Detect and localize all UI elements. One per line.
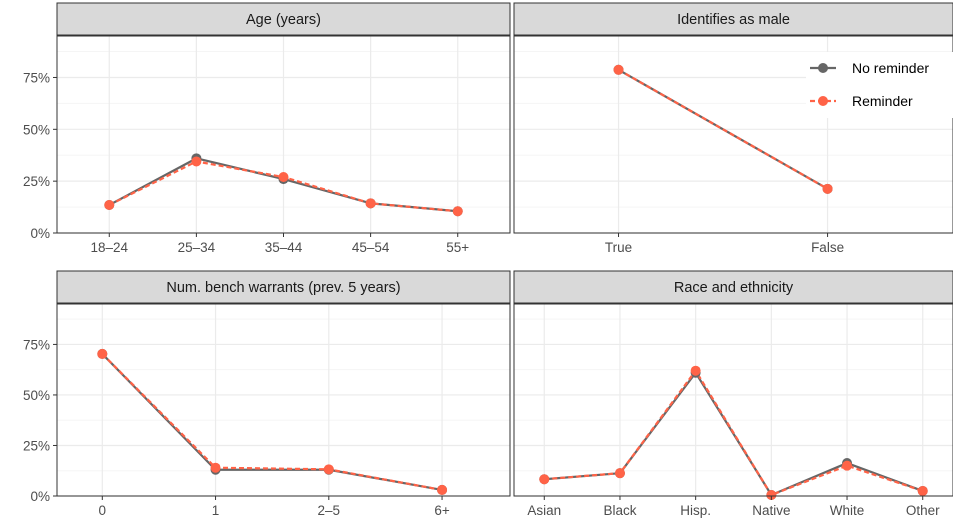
facet-title: Identifies as male bbox=[677, 12, 790, 28]
panel-border bbox=[56, 303, 511, 497]
x-tick-label: 1 bbox=[212, 503, 220, 518]
plot-area bbox=[57, 304, 510, 496]
facet-strip bbox=[56, 270, 511, 304]
data-point-reminder bbox=[365, 198, 376, 209]
x-tick-label: Other bbox=[906, 503, 940, 518]
data-point-reminder bbox=[191, 156, 202, 167]
x-tick-label: 18–24 bbox=[90, 240, 128, 255]
series-line-reminder bbox=[617, 68, 829, 190]
data-point-reminder bbox=[210, 462, 221, 473]
panel-border bbox=[513, 35, 953, 234]
x-tick-label: 55+ bbox=[446, 240, 469, 255]
data-point-reminder bbox=[452, 206, 463, 217]
data-point-reminder bbox=[437, 484, 448, 495]
panel-border bbox=[513, 303, 953, 497]
panel-1: Age (years) 0% 25% 50% 75% 18–24 25–34 35–44 45–… bbox=[23, 2, 511, 255]
data-point-reminder bbox=[278, 172, 289, 183]
x-tick-label: 6+ bbox=[434, 503, 450, 518]
data-point-reminder bbox=[614, 468, 625, 479]
facet-title: Age (years) bbox=[246, 12, 321, 28]
facet-title: Race and ethnicity bbox=[674, 280, 794, 296]
data-point-reminder bbox=[822, 183, 833, 194]
y-tick-label: 0% bbox=[30, 489, 50, 504]
facet-title: Num. bench warrants (prev. 5 years) bbox=[166, 280, 400, 296]
x-tick-label: 25–34 bbox=[178, 240, 216, 255]
plot-area bbox=[514, 304, 953, 496]
facet-strip bbox=[513, 2, 953, 36]
x-tick-label: Native bbox=[752, 503, 790, 518]
x-tick-label: False bbox=[811, 240, 844, 255]
data-point-reminder bbox=[97, 348, 108, 359]
data-point-reminder bbox=[690, 365, 701, 376]
data-point-reminder bbox=[613, 64, 624, 75]
x-tick-label: 45–54 bbox=[352, 240, 390, 255]
y-tick-label: 50% bbox=[23, 388, 50, 403]
x-tick-label: 0 bbox=[99, 503, 107, 518]
data-point-reminder bbox=[842, 460, 853, 471]
y-tick-label: 0% bbox=[30, 226, 50, 241]
y-tick-label: 75% bbox=[23, 70, 50, 85]
legend: No reminder Reminder bbox=[806, 52, 953, 118]
x-tick-label: Black bbox=[603, 503, 636, 518]
x-tick-label: White bbox=[830, 503, 865, 518]
legend-label: No reminder bbox=[852, 60, 929, 76]
data-point-reminder bbox=[539, 474, 550, 485]
y-tick-label: 25% bbox=[23, 438, 50, 453]
panel-3: Num. bench warrants (prev. 5 years) 0% 25%… bbox=[23, 270, 511, 518]
x-tick-label: True bbox=[605, 240, 632, 255]
x-tick-label: Hisp. bbox=[680, 503, 711, 518]
legend-label: Reminder bbox=[852, 93, 913, 109]
legend-background bbox=[806, 52, 953, 118]
series-line-reminder bbox=[544, 369, 924, 497]
y-tick-label: 75% bbox=[23, 337, 50, 352]
facet-strip bbox=[513, 270, 953, 304]
x-tick-label: Asian bbox=[527, 503, 561, 518]
legend-key-point bbox=[818, 63, 828, 73]
data-point-reminder bbox=[323, 464, 334, 475]
panel-2: Identifies as male True False bbox=[513, 2, 953, 255]
facet-strip bbox=[56, 2, 511, 36]
data-point-reminder bbox=[917, 485, 928, 496]
series-line-reminder bbox=[101, 353, 443, 492]
data-point-reminder bbox=[766, 489, 777, 500]
y-tick-label: 50% bbox=[23, 122, 50, 137]
y-tick-label: 25% bbox=[23, 174, 50, 189]
data-point-reminder bbox=[104, 200, 115, 211]
panel-4: Race and ethnicity Asian Black Hisp. Native W… bbox=[513, 270, 953, 518]
legend-key-point bbox=[818, 96, 828, 106]
x-tick-label: 35–44 bbox=[265, 240, 303, 255]
x-tick-label: 2–5 bbox=[318, 503, 341, 518]
